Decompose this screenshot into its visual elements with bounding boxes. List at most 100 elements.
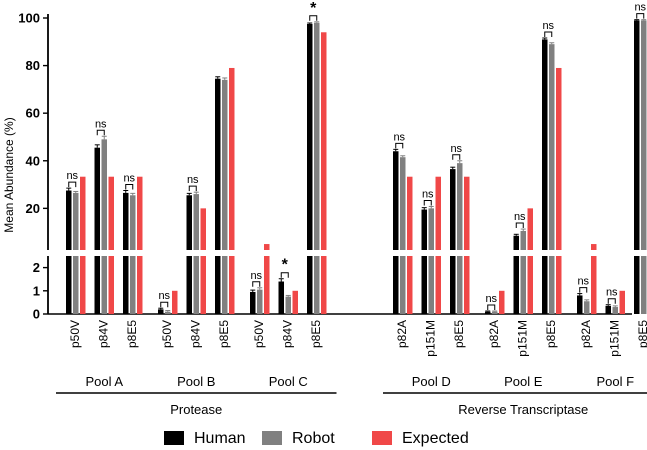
y-axis-label: Mean Abundance (%) <box>2 117 16 232</box>
significance-label: ns <box>66 170 78 182</box>
bar-robot <box>314 256 320 314</box>
bar-robot <box>400 256 406 314</box>
bar-human <box>421 256 427 314</box>
bar-expected-upper <box>435 176 441 250</box>
bar-expected <box>229 256 235 314</box>
significance-bracket <box>544 31 553 37</box>
pool-label: Pool F <box>596 374 634 389</box>
x-tick-label: p50V <box>160 320 174 348</box>
bar-human <box>186 256 192 314</box>
bar-expected <box>435 256 441 314</box>
x-tick-label: p8E5 <box>636 320 647 348</box>
bar-robot-upper <box>549 44 555 250</box>
bar-robot <box>520 256 526 314</box>
bar-robot <box>549 256 555 314</box>
x-tick-label: p8E5 <box>309 320 323 348</box>
x-tick-label: p151M <box>515 320 529 357</box>
bar-human <box>123 256 129 314</box>
bar-robot <box>492 311 498 314</box>
bar-expected <box>464 256 470 314</box>
bar-robot <box>641 256 647 314</box>
bar-robot <box>130 256 136 314</box>
bar-expected-upper <box>556 67 562 250</box>
bar-expected <box>407 256 413 314</box>
bar-robot-upper <box>428 208 434 250</box>
bar-robot-upper <box>73 192 79 250</box>
significance-label: ns <box>542 20 554 32</box>
x-tick-label: p82A <box>395 320 409 348</box>
bar-expected-upper <box>200 208 206 250</box>
bar-expected-upper <box>464 176 470 250</box>
bar-human <box>450 256 456 314</box>
bar-human-upper <box>186 195 192 250</box>
bar-human-upper <box>123 192 129 250</box>
significance-label: ns <box>95 118 107 130</box>
bar-expected-upper <box>527 208 533 250</box>
bar-expected <box>321 256 327 314</box>
bar-expected-upper <box>108 176 114 250</box>
group-labels: Protease Reverse Transcriptase <box>56 392 647 417</box>
bar-expected <box>108 256 114 314</box>
bar-robot <box>612 307 618 314</box>
significance-label: ns <box>123 173 135 185</box>
bar-robot-upper <box>457 163 463 250</box>
bar-human-upper <box>307 23 313 251</box>
significance-label: ns <box>485 293 497 305</box>
significance-bracket <box>96 129 105 136</box>
bar-human <box>66 256 72 314</box>
bar-human <box>634 256 640 314</box>
significance-bracket <box>452 154 461 160</box>
bar-expected <box>80 256 86 314</box>
bar-expected-upper <box>264 244 270 250</box>
bar-robot <box>165 311 171 314</box>
bar-robot <box>285 296 291 314</box>
significance-bracket <box>280 272 289 278</box>
significance-label: ns <box>393 131 405 143</box>
bar-human <box>215 256 221 314</box>
group-label: Protease <box>170 402 222 417</box>
bar-human <box>542 256 548 314</box>
bar-robot-upper <box>641 20 647 251</box>
bar-human-upper <box>450 169 456 250</box>
y-tick-label: 2 <box>33 260 40 275</box>
bar-human-upper <box>94 147 100 250</box>
y-tick-label: 100 <box>18 11 40 26</box>
bar-human-upper <box>393 151 399 250</box>
bar-human <box>605 305 611 314</box>
bar-human <box>307 256 313 314</box>
legend-label: Robot <box>292 430 335 447</box>
bar-expected <box>591 256 597 314</box>
legend-label: Expected <box>402 430 469 447</box>
x-tick-label: p84V <box>188 320 202 348</box>
legend-label: Human <box>194 430 246 447</box>
bar-human <box>577 295 583 314</box>
significance-label: ns <box>606 287 618 299</box>
bar-expected-upper <box>591 244 597 250</box>
x-tick-label: p50V <box>68 320 82 348</box>
significance-label: * <box>282 257 289 274</box>
bar-expected <box>172 290 178 314</box>
significance-label: ns <box>577 276 589 288</box>
bar-human <box>94 256 100 314</box>
y-tick-label: 40 <box>26 153 40 168</box>
bar-robot-upper <box>130 195 136 250</box>
bar-human <box>485 311 491 314</box>
x-tick-labels: p50V p84V p8E5 p50V p84V p8E5 p50V p84V p8E5 p82A… <box>68 320 647 357</box>
bar-human-upper <box>634 20 640 251</box>
significance-label: * <box>310 0 317 17</box>
bar-expected-upper <box>80 176 86 250</box>
significance-bracket <box>68 181 77 188</box>
bar-robot <box>193 256 199 314</box>
group-label: Reverse Transcriptase <box>458 402 588 417</box>
x-tick-label: p82A <box>487 320 501 348</box>
bar-expected <box>200 256 206 314</box>
bar-robot-upper <box>222 79 228 250</box>
bar-robot <box>584 301 590 314</box>
significance-bracket <box>579 287 588 293</box>
pool-label: Pool A <box>85 374 123 389</box>
x-tick-label: p8E5 <box>125 320 139 348</box>
significance-label: ns <box>158 290 170 302</box>
bar-expected <box>499 290 505 314</box>
bar-human <box>513 256 519 314</box>
bar-robot-upper <box>101 139 107 250</box>
